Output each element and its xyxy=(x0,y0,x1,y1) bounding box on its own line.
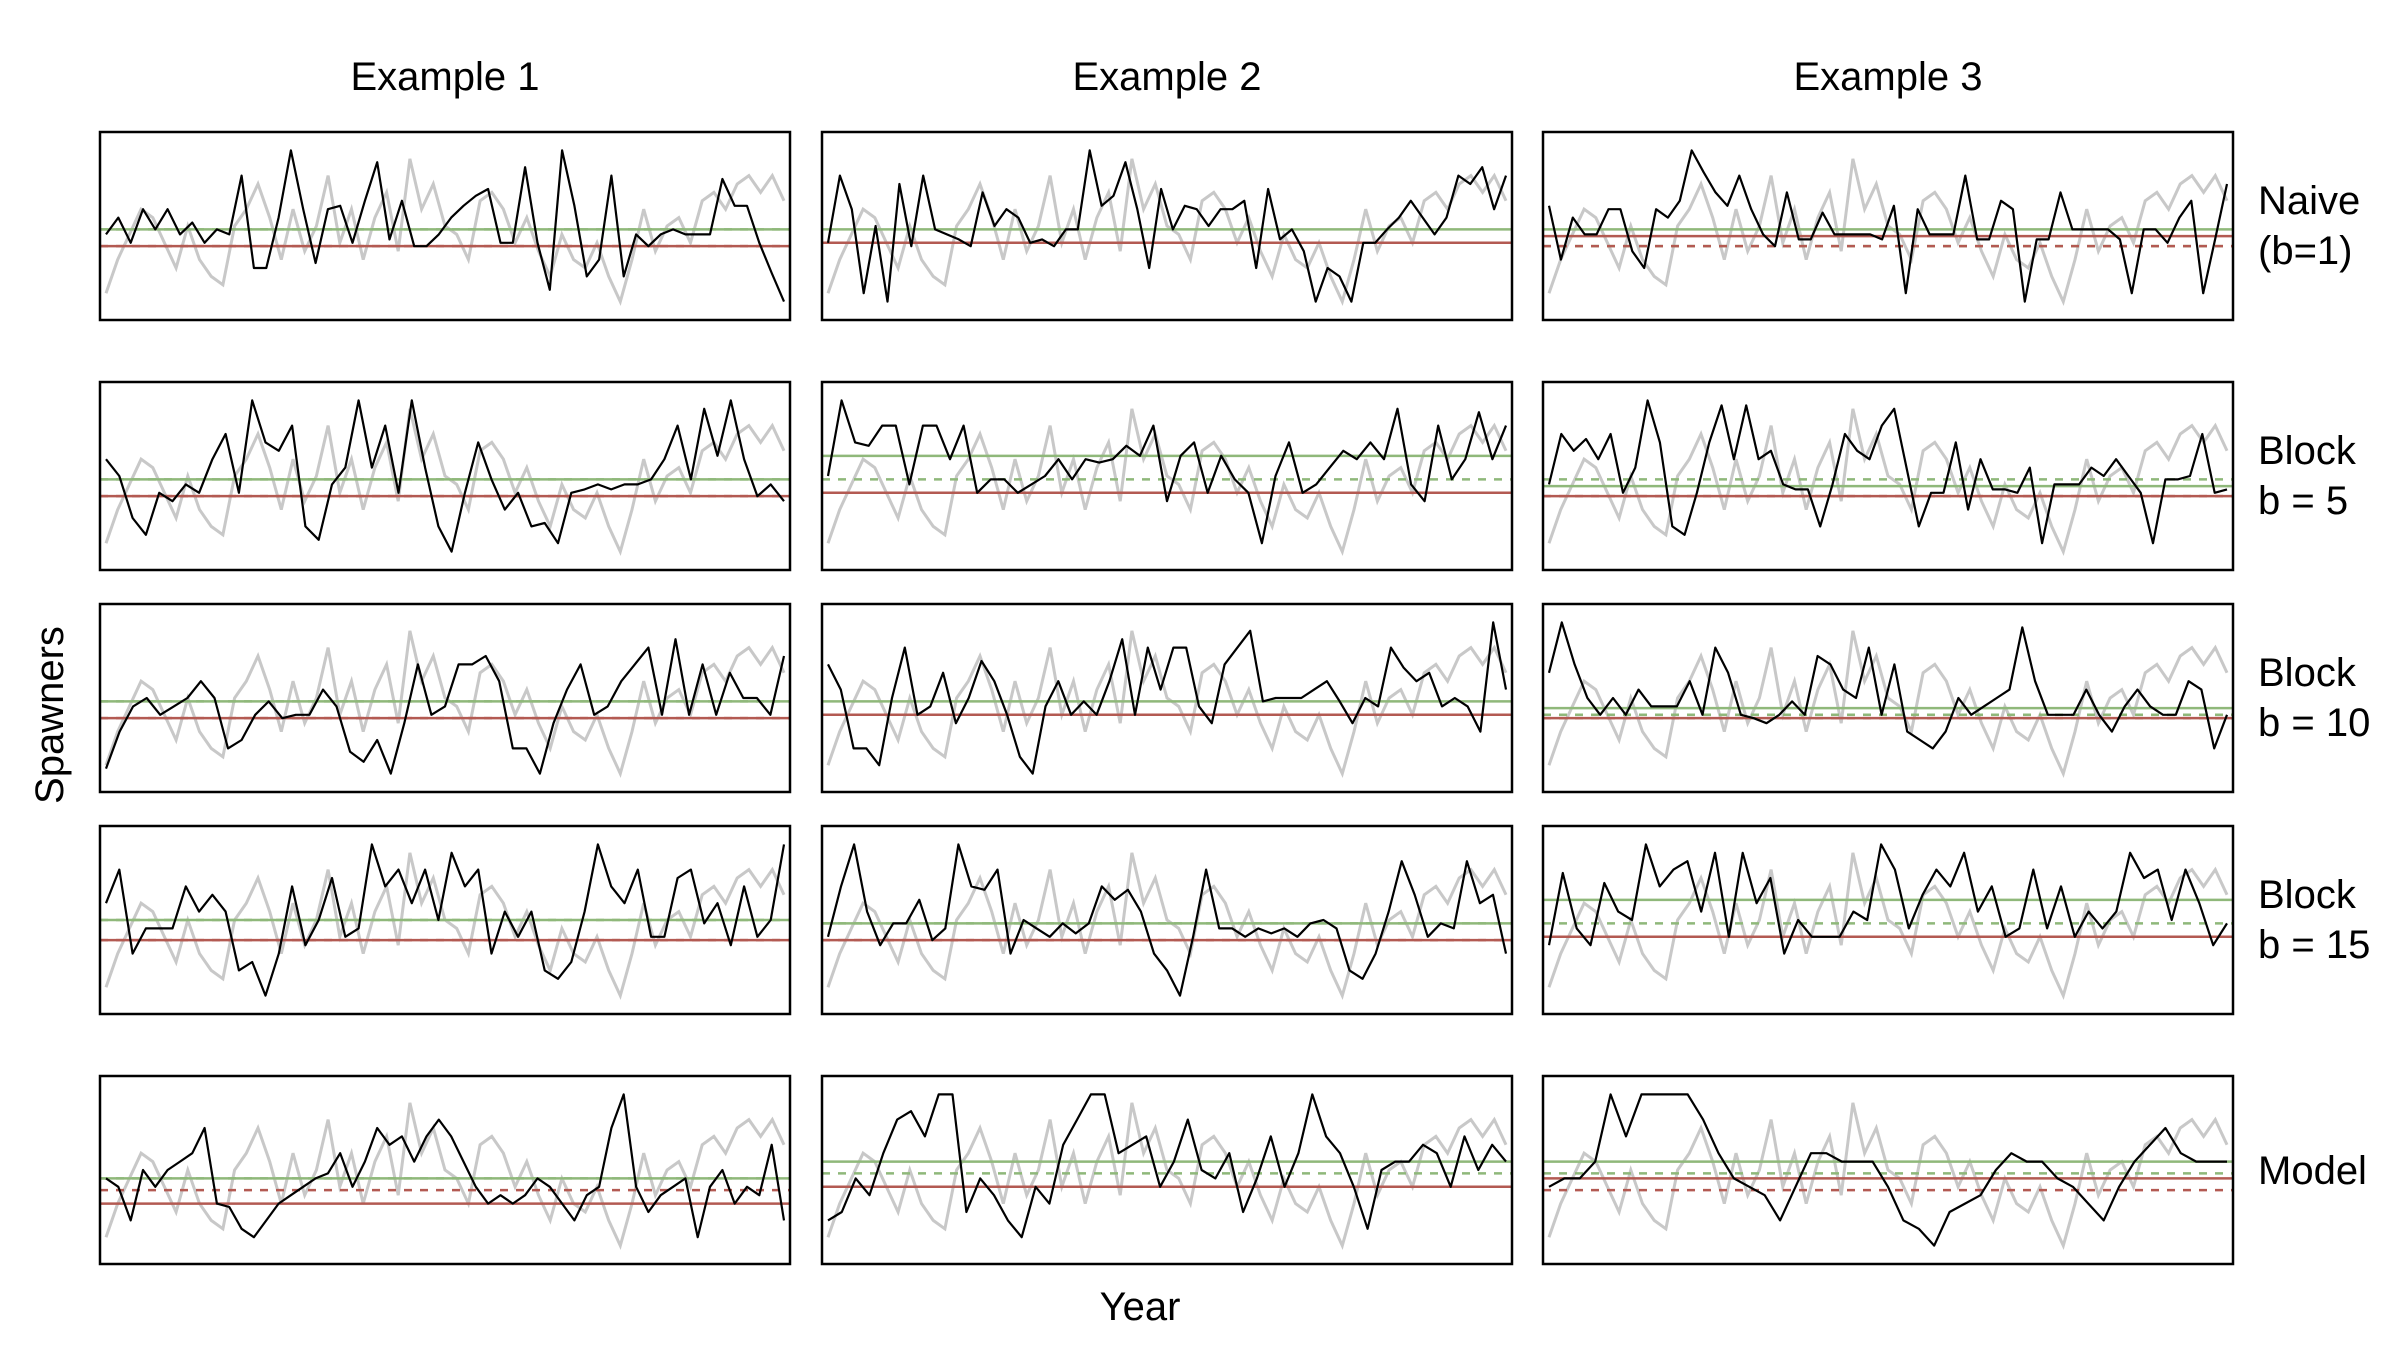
panel-frame-r5-c1 xyxy=(98,1074,792,1266)
series-line-r4-c2 xyxy=(826,843,1508,997)
series-line-r5-c2 xyxy=(827,1093,1507,1239)
reference-line-r4-c2 xyxy=(826,852,1508,1000)
x-axis-label: Year xyxy=(1099,1285,1181,1329)
panel-r3-c3 xyxy=(1543,621,2233,778)
panel-r1-c1 xyxy=(100,149,790,306)
series-line-r5-c1 xyxy=(105,1093,786,1239)
panel-frame-r4-c3 xyxy=(1541,824,2235,1016)
series-line-r4-c1 xyxy=(104,843,786,997)
series-line-r3-c3 xyxy=(1547,621,2229,750)
panel-frame-r1-c1 xyxy=(98,130,792,322)
series-line-r2-c1 xyxy=(105,399,785,553)
panel-frame-r4-c1 xyxy=(98,824,792,1016)
column-title-example-3: Example 3 xyxy=(1793,55,1983,99)
reference-line-r3-c2 xyxy=(826,630,1508,778)
reference-line-r2-c3 xyxy=(1547,408,2229,556)
panel-frame-r3-c1 xyxy=(98,602,792,794)
panel-r4-c2 xyxy=(822,843,1512,1000)
column-title-example-2: Example 2 xyxy=(1072,55,1262,99)
reference-line-r2-c1 xyxy=(104,408,786,556)
reference-line-r1-c3 xyxy=(1547,158,2229,306)
panel-r5-c1 xyxy=(100,1093,790,1250)
panel-frame-r3-c2 xyxy=(820,602,1514,794)
panel-frame-r2-c3 xyxy=(1541,380,2235,572)
panel-r4-c1 xyxy=(100,843,790,1000)
row-label-block-15: Block b = 15 xyxy=(2258,873,2371,967)
series-line-r3-c1 xyxy=(104,638,786,775)
panel-r5-c2 xyxy=(822,1093,1512,1250)
series-line-r4-c3 xyxy=(1547,843,2228,955)
reference-line-r5-c3 xyxy=(1547,1102,2229,1250)
panel-r3-c1 xyxy=(100,630,790,778)
panel-frame-r3-c3 xyxy=(1541,602,2235,794)
panel-frame-r2-c1 xyxy=(98,380,792,572)
row-label-model: Model xyxy=(2258,1149,2367,1193)
column-title-example-1: Example 1 xyxy=(350,55,540,99)
panel-frame-r4-c2 xyxy=(820,824,1514,1016)
series-line-r1-c2 xyxy=(826,149,1508,303)
panel-r5-c3 xyxy=(1543,1093,2233,1250)
reference-line-r4-c3 xyxy=(1547,852,2229,1000)
panel-r2-c2 xyxy=(822,399,1512,556)
panel-frame-r1-c3 xyxy=(1541,130,2235,322)
reference-line-r3-c1 xyxy=(104,630,786,778)
row-label-block-10: Block b = 10 xyxy=(2258,651,2371,745)
series-line-r2-c2 xyxy=(826,399,1508,545)
row-label-naive: Naive (b=1) xyxy=(2258,179,2361,273)
panel-r2-c3 xyxy=(1543,399,2233,556)
reference-line-r2-c2 xyxy=(826,408,1508,556)
series-line-r2-c3 xyxy=(1547,399,2228,545)
reference-line-r5-c1 xyxy=(104,1102,786,1250)
panel-r4-c3 xyxy=(1543,843,2233,1000)
reference-line-r5-c2 xyxy=(826,1102,1508,1250)
panel-frame-r5-c2 xyxy=(820,1074,1514,1266)
series-line-r1-c3 xyxy=(1547,149,2229,303)
panel-frame-r1-c2 xyxy=(820,130,1514,322)
panel-r1-c3 xyxy=(1543,149,2233,306)
panel-frame-r2-c2 xyxy=(820,380,1514,572)
series-line-r5-c3 xyxy=(1548,1093,2227,1247)
panel-frame-r5-c3 xyxy=(1541,1074,2235,1266)
row-label-block-5: Block b = 5 xyxy=(2258,429,2356,523)
panel-r2-c1 xyxy=(100,399,790,556)
panel-r3-c2 xyxy=(822,621,1512,778)
series-line-r3-c2 xyxy=(827,621,1508,775)
series-line-r1-c1 xyxy=(105,149,786,303)
panel-r1-c2 xyxy=(822,149,1512,306)
reference-line-r3-c3 xyxy=(1547,630,2229,778)
